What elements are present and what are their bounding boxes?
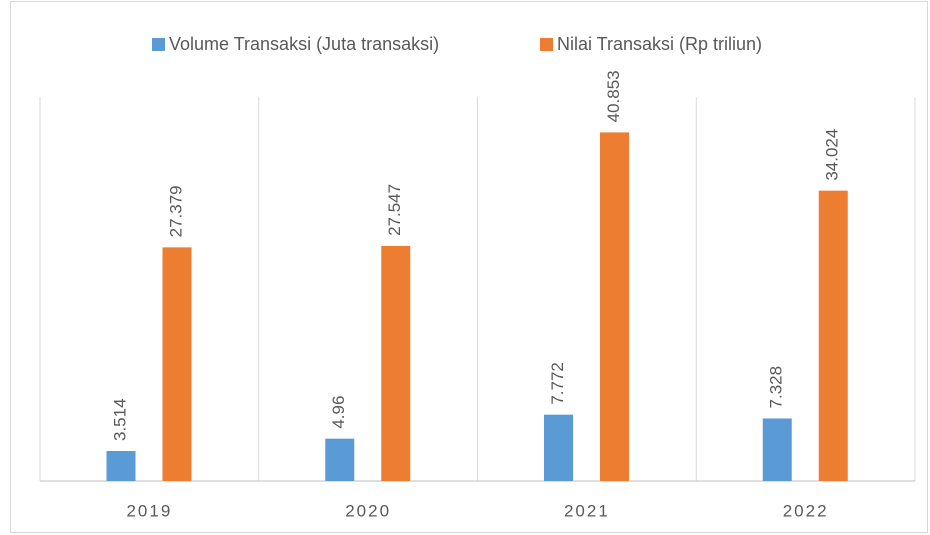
x-tick-label: 2022 xyxy=(783,501,829,520)
value-label: 40.853 xyxy=(604,70,623,122)
bar xyxy=(818,190,848,481)
value-label: 27.547 xyxy=(385,184,404,236)
legend-label: Volume Transaksi (Juta transaksi) xyxy=(169,34,439,54)
value-label: 27.379 xyxy=(166,185,185,237)
bar xyxy=(325,438,355,481)
bar xyxy=(162,247,192,481)
bar xyxy=(106,451,136,481)
bar xyxy=(600,132,629,481)
bar xyxy=(381,245,411,481)
legend-label: Nilai Transaksi (Rp triliun) xyxy=(557,34,762,54)
legend-swatch xyxy=(540,38,553,51)
value-label: 7.328 xyxy=(767,366,786,409)
value-label: 3.514 xyxy=(110,398,129,441)
bar xyxy=(544,414,573,481)
legend-swatch xyxy=(152,38,165,51)
x-tick-label: 2020 xyxy=(345,501,391,520)
x-tick-label: 2019 xyxy=(126,501,172,520)
value-label: 7.772 xyxy=(548,362,567,405)
value-label: 4.96 xyxy=(329,396,348,429)
bar xyxy=(762,418,792,481)
value-label: 34.024 xyxy=(823,129,842,181)
x-tick-label: 2021 xyxy=(564,501,610,520)
